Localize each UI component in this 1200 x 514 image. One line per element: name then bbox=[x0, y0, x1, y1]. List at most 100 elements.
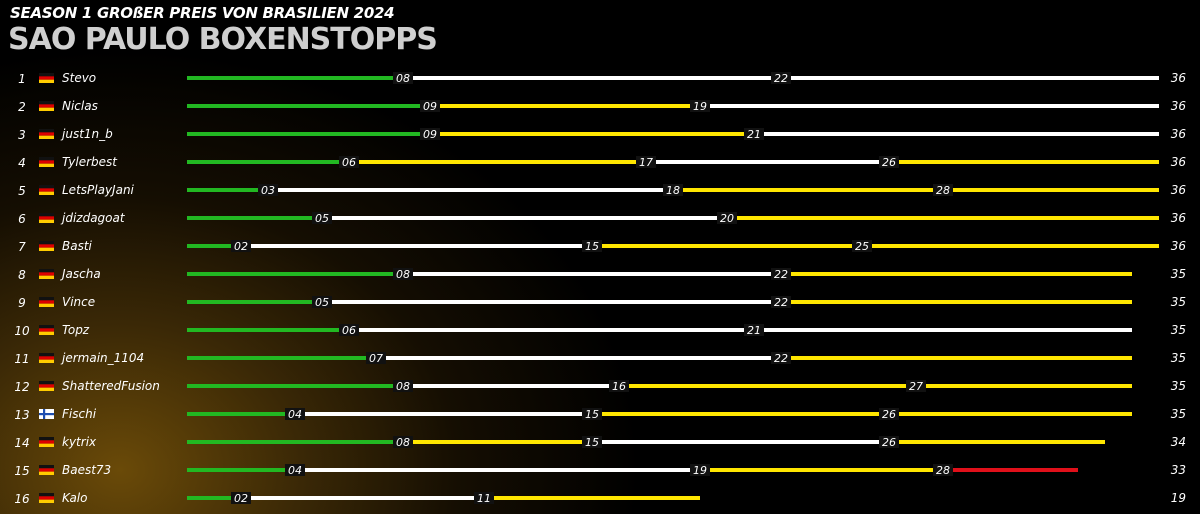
total-laps-label: 35 bbox=[1171, 267, 1186, 281]
stint-bar-soft bbox=[187, 440, 403, 444]
stint-bar-soft bbox=[187, 104, 430, 108]
stint-bar-hard bbox=[781, 76, 1159, 80]
driver-row: 7 Basti 02 15 25 36 bbox=[18, 239, 1186, 254]
pit-lap-tag: 18 bbox=[663, 184, 683, 197]
stint-bar-soft bbox=[187, 384, 403, 388]
total-laps-label: 34 bbox=[1171, 435, 1186, 449]
total-laps-label: 35 bbox=[1171, 379, 1186, 393]
pit-lap-tag: 03 bbox=[258, 184, 278, 197]
pit-lap-label: 05 bbox=[315, 212, 329, 225]
driver-row: 3 just1n_b 09 21 36 bbox=[18, 127, 1186, 142]
pit-lap-label: 22 bbox=[774, 72, 788, 85]
pit-lap-tag: 15 bbox=[582, 408, 602, 421]
stint-bar-soft bbox=[187, 216, 322, 220]
flag-icon bbox=[39, 73, 54, 83]
total-laps-label: 36 bbox=[1171, 155, 1187, 169]
pit-lap-label: 06 bbox=[342, 156, 356, 169]
pit-lap-tag: 21 bbox=[744, 324, 764, 337]
stint-bar-soft bbox=[187, 272, 403, 276]
pit-lap-tag: 22 bbox=[771, 296, 791, 309]
stint-bar-medium bbox=[592, 244, 862, 248]
pit-lap-label: 04 bbox=[288, 408, 302, 421]
flag-icon bbox=[39, 185, 54, 195]
pit-lap-tag: 08 bbox=[393, 72, 413, 85]
driver-name: Vince bbox=[62, 295, 95, 309]
driver-row: 11 jermain_1104 07 22 35 bbox=[14, 351, 1186, 366]
stint-bar-hard bbox=[322, 216, 727, 220]
driver-name: jdizdagoat bbox=[60, 211, 126, 225]
pit-lap-label: 04 bbox=[288, 464, 302, 477]
driver-row: 6 jdizdagoat 05 20 36 bbox=[18, 211, 1186, 226]
pit-lap-label: 15 bbox=[585, 436, 599, 449]
race-subtitle: SEASON 1 GROßER PREIS VON BRASILIEN 2024 bbox=[10, 4, 395, 22]
flag-icon bbox=[39, 353, 54, 363]
stint-bar-soft bbox=[187, 468, 295, 472]
stint-bar-hard bbox=[268, 188, 673, 192]
flag-icon bbox=[39, 325, 54, 335]
stint-bar-hard bbox=[376, 356, 781, 360]
driver-row: 4 Tylerbest 06 17 26 36 bbox=[18, 155, 1186, 170]
stint-bar-medium bbox=[862, 244, 1159, 248]
driver-row: 10 Topz 06 21 35 bbox=[14, 323, 1186, 338]
pit-lap-tag: 06 bbox=[339, 324, 359, 337]
position-label: 11 bbox=[14, 352, 29, 366]
pit-lap-tag: 11 bbox=[474, 492, 494, 505]
flag-icon bbox=[39, 157, 54, 167]
stint-bar-soft bbox=[187, 244, 241, 248]
pit-lap-label: 26 bbox=[882, 156, 896, 169]
stint-bar-medium bbox=[727, 216, 1159, 220]
position-label: 14 bbox=[14, 436, 29, 450]
driver-row: 16 Kalo 02 11 19 bbox=[14, 491, 1186, 506]
total-laps-label: 35 bbox=[1171, 323, 1186, 337]
pit-lap-tag: 09 bbox=[420, 100, 440, 113]
pit-lap-tag: 08 bbox=[393, 436, 413, 449]
position-label: 13 bbox=[14, 408, 29, 422]
position-label: 4 bbox=[18, 156, 26, 170]
stint-bar-hard bbox=[349, 328, 754, 332]
position-label: 15 bbox=[14, 464, 29, 478]
total-laps-label: 36 bbox=[1171, 211, 1187, 225]
stint-bar-medium bbox=[673, 188, 943, 192]
stint-bar-medium bbox=[889, 160, 1159, 164]
pit-lap-tag: 07 bbox=[366, 352, 386, 365]
stint-bar-hard bbox=[592, 440, 889, 444]
pit-lap-label: 20 bbox=[720, 212, 734, 225]
driver-name: Niclas bbox=[62, 99, 98, 113]
stint-bar-medium bbox=[781, 300, 1132, 304]
stint-bar-soft bbox=[187, 188, 268, 192]
stint-bar-soft bbox=[187, 76, 403, 80]
pit-lap-tag: 06 bbox=[339, 156, 359, 169]
stint-bar-medium bbox=[619, 384, 916, 388]
driver-row: 9 Vince 05 22 35 bbox=[18, 295, 1186, 310]
total-laps-label: 36 bbox=[1171, 99, 1187, 113]
flag-icon bbox=[39, 493, 54, 503]
pit-lap-tag: 26 bbox=[879, 436, 899, 449]
pit-lap-label: 08 bbox=[396, 380, 410, 393]
driver-name: Baest73 bbox=[62, 463, 111, 477]
driver-name: Stevo bbox=[62, 71, 96, 85]
driver-name: Topz bbox=[62, 323, 90, 337]
pit-lap-label: 26 bbox=[882, 408, 896, 421]
stint-bar-medium bbox=[430, 132, 754, 136]
flag-icon bbox=[39, 381, 54, 391]
flag-icon bbox=[39, 269, 54, 279]
pit-lap-tag: 25 bbox=[852, 240, 872, 253]
pit-lap-tag: 02 bbox=[231, 240, 251, 253]
driver-row: 14 kytrix 08 15 26 34 bbox=[14, 435, 1186, 450]
total-laps-label: 36 bbox=[1171, 127, 1187, 141]
pit-lap-label: 08 bbox=[396, 436, 410, 449]
stint-bar-medium bbox=[430, 104, 700, 108]
stint-bar-hard bbox=[241, 496, 484, 500]
position-label: 7 bbox=[18, 240, 26, 254]
pit-lap-tag: 09 bbox=[420, 128, 440, 141]
driver-name: LetsPlayJani bbox=[62, 183, 135, 197]
stint-bar-soft bbox=[187, 160, 349, 164]
pit-lap-tag: 15 bbox=[582, 240, 602, 253]
stint-bar-hard bbox=[403, 76, 781, 80]
pit-lap-tag: 26 bbox=[879, 408, 899, 421]
pit-lap-label: 17 bbox=[639, 156, 653, 169]
driver-name: Kalo bbox=[62, 491, 87, 505]
pit-lap-label: 21 bbox=[747, 324, 761, 337]
pit-lap-tag: 08 bbox=[393, 380, 413, 393]
